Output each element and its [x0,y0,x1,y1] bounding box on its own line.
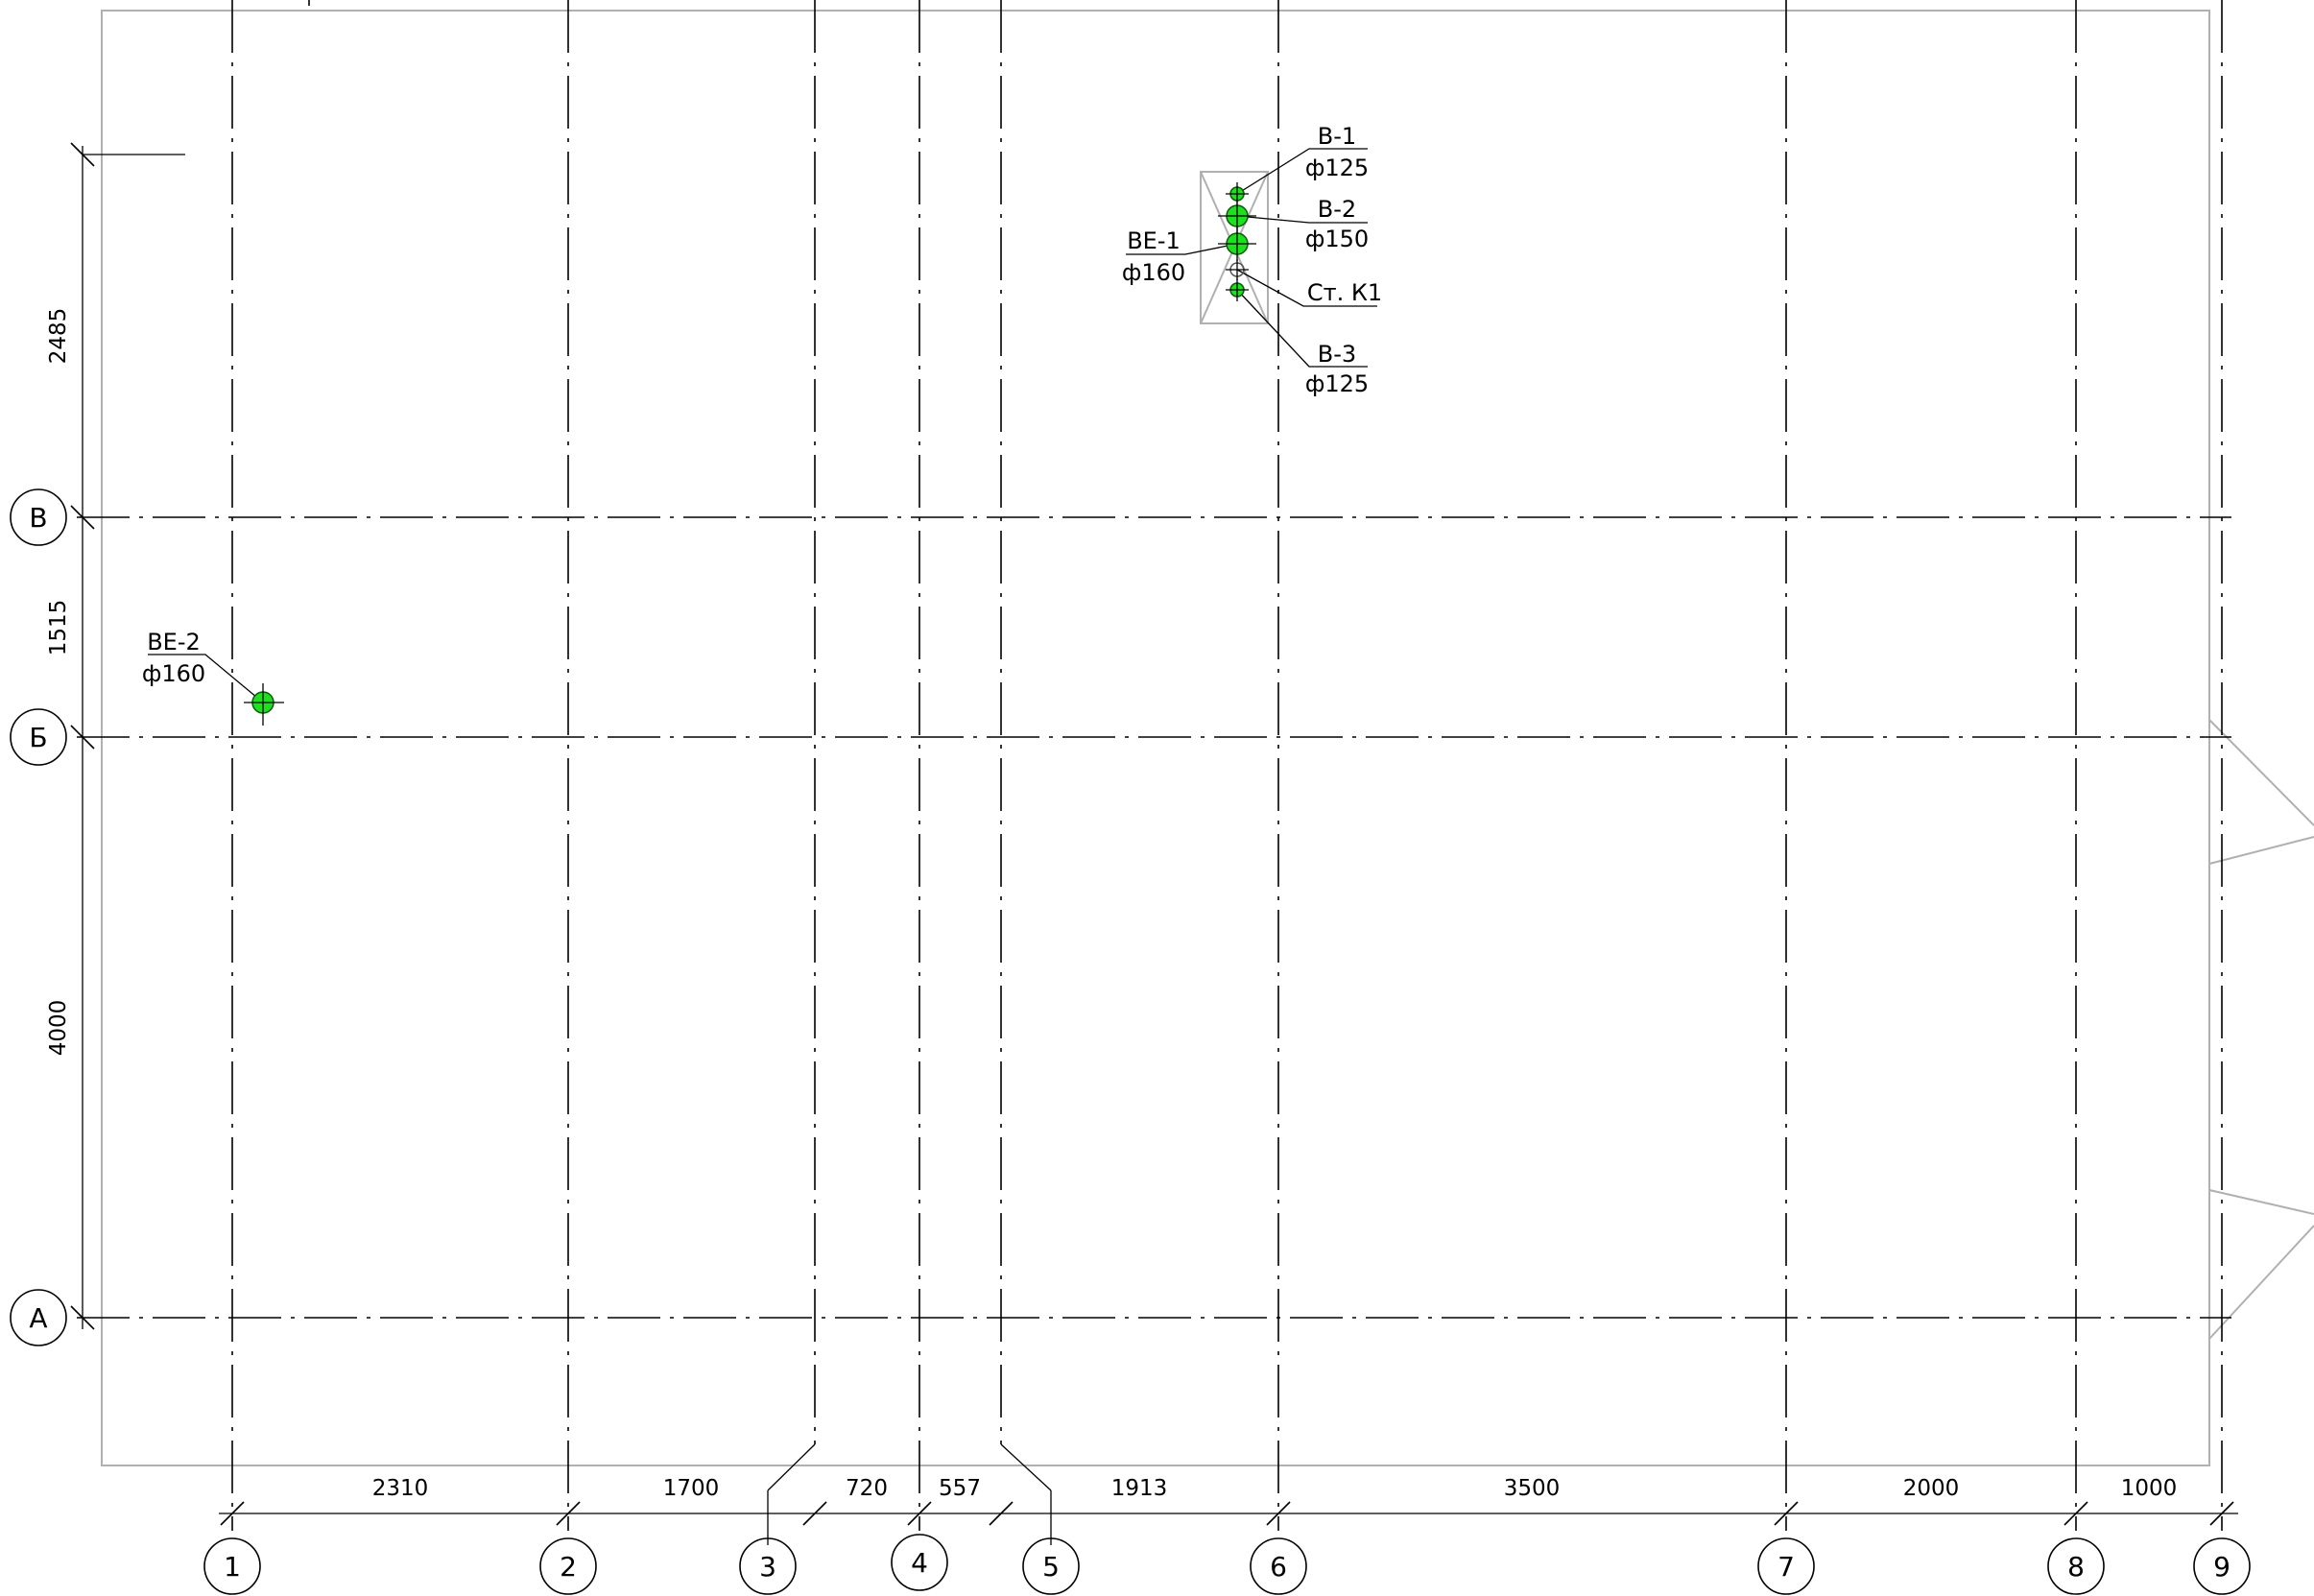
dimension-2310: 2310 [372,1476,429,1501]
svg-text:6: 6 [1270,1551,1287,1583]
pipe-tag-v1: В-1 [1318,123,1356,150]
horizontal-grid-lines [77,516,2231,1319]
axis-marker-b: Б [10,708,67,766]
dimension-2485: 2485 [46,308,71,365]
svg-text:9: 9 [2213,1551,2231,1583]
pipe-diameter-ve1: ф160 [1122,259,1185,286]
pipe-diameter-v1: ф125 [1305,155,1369,181]
svg-text:5: 5 [1042,1551,1060,1583]
pipe-marker-ve1 [1218,226,1256,261]
pipe-diameter-v2: ф150 [1305,226,1369,252]
svg-text:3: 3 [759,1551,776,1583]
axis-marker-4: 4 [891,1534,948,1591]
pipe-tag-st-k1: Ст. К1 [1307,279,1382,306]
pipe-labels: В-1 ф125 В-2 ф150 ВЕ-1 ф160 Ст. К1 В-3 ф… [142,123,1382,687]
dimension-ticks-horizontal [220,1501,2234,1526]
dimension-2000: 2000 [1903,1476,1960,1501]
axis-marker-6: 6 [1250,1537,1307,1595]
axis-marker-2: 2 [539,1537,597,1595]
svg-text:В: В [29,502,47,534]
pipe-diameter-v3: ф125 [1305,370,1369,397]
axis-markers-horizontal: В Б А [10,488,67,1346]
dimension-557: 557 [939,1476,981,1501]
axis-marker-5: 5 [1022,1537,1080,1595]
pipe-marker-v3 [1226,278,1249,301]
dimension-720: 720 [846,1476,888,1501]
axis-marker-v: В [10,488,67,546]
dimension-4000: 4000 [46,1000,71,1057]
horizontal-dimension-chain: 2310 1700 720 557 1913 3500 2000 1000 [219,1443,2238,1545]
building-outline [101,0,2314,1466]
vertical-dimension-chain: 2485 1515 4000 [46,142,185,1330]
pipe-tag-ve1: ВЕ-1 [1127,227,1181,254]
svg-text:2: 2 [560,1551,577,1583]
pipe-tag-v3: В-3 [1318,341,1356,368]
pipe-diameter-ve2: ф160 [142,660,205,687]
dimension-1000: 1000 [2121,1476,2178,1501]
axis-markers-vertical: 1 2 3 4 5 6 7 8 9 [203,1534,2251,1595]
dimension-3500: 3500 [1504,1476,1561,1501]
pipe-tag-ve2: ВЕ-2 [147,629,201,655]
svg-text:4: 4 [911,1547,928,1579]
pipe-marker-ve2 [244,683,284,726]
pipe-markers [244,182,1256,726]
axis-marker-1: 1 [203,1537,261,1595]
pipe-tag-v2: В-2 [1318,196,1356,223]
leader-lines [148,148,1377,703]
dimension-1913: 1913 [1111,1476,1168,1501]
svg-text:8: 8 [2067,1551,2085,1583]
axis-marker-7: 7 [1757,1537,1815,1595]
axis-marker-9: 9 [2193,1537,2251,1595]
vertical-grid-lines [231,0,2223,1531]
svg-text:7: 7 [1777,1551,1795,1583]
dimension-1515: 1515 [46,600,71,656]
svg-text:Б: Б [29,722,47,753]
dimension-1700: 1700 [663,1476,720,1501]
axis-marker-a: А [10,1289,67,1346]
svg-text:А: А [29,1302,47,1334]
pipe-marker-st-k1 [1226,259,1249,280]
pipe-marker-v2 [1218,199,1256,233]
axis-marker-8: 8 [2047,1537,2105,1595]
svg-text:1: 1 [224,1551,241,1583]
axis-marker-3: 3 [739,1537,797,1595]
